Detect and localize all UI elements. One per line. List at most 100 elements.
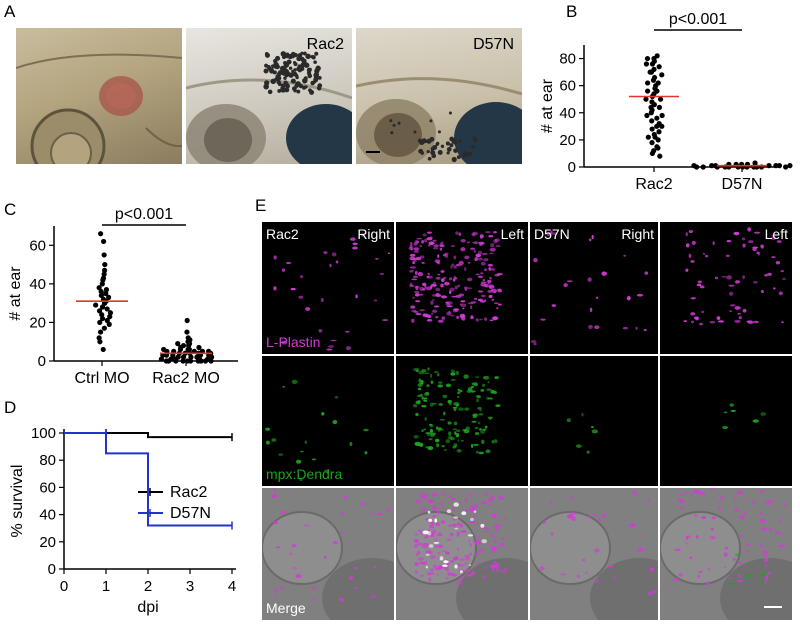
cell-dot: [466, 151, 471, 157]
cell: [778, 291, 783, 296]
cell: [464, 508, 468, 513]
cell: [409, 284, 414, 288]
cell: [415, 293, 420, 297]
cell: [721, 276, 727, 278]
cell: [489, 319, 494, 322]
cell: [430, 555, 436, 559]
y-tick-label: 0: [48, 561, 56, 578]
cell: [430, 521, 435, 526]
cell: [612, 577, 616, 579]
y-tick-label: 40: [39, 507, 56, 524]
cell: [439, 247, 443, 251]
cell: [448, 290, 452, 294]
cell: [424, 560, 428, 565]
cell: [694, 513, 698, 517]
cell: [542, 520, 547, 524]
scatter-chart-b: 0 20 40 60 80# at ear Rac2 D57N p<0.001: [539, 11, 793, 193]
cell: [737, 312, 741, 315]
cell: [291, 544, 297, 548]
data-point: [709, 163, 715, 169]
cell: [741, 237, 746, 241]
cell: [761, 527, 768, 532]
cell: [484, 317, 488, 321]
cell: [465, 569, 470, 571]
cell: [678, 573, 683, 577]
cell: [435, 293, 440, 297]
cell: [479, 428, 482, 431]
data-point: [659, 112, 665, 119]
cell: [738, 574, 741, 578]
cell: [441, 445, 445, 448]
cell: [739, 489, 743, 494]
zebrafish-photo-rac2: Rac2: [186, 28, 352, 164]
cell: [340, 511, 344, 515]
cell-dot: [281, 51, 286, 57]
cell: [352, 246, 358, 250]
cell-dot: [292, 60, 297, 65]
cell: [495, 245, 501, 248]
cell: [493, 439, 498, 444]
cell: [460, 316, 466, 321]
cell: [589, 307, 593, 312]
cell: [429, 402, 434, 407]
cell: [318, 329, 323, 333]
cell: [486, 388, 492, 391]
legend-label: D57N: [170, 505, 211, 522]
scale-bar-e: [764, 606, 782, 608]
data-point: [173, 358, 179, 364]
cell-dot: [314, 51, 319, 56]
p-value-label: p<0.001: [115, 206, 173, 223]
cell: [355, 294, 358, 299]
cell: [550, 531, 554, 536]
cell: [453, 308, 460, 311]
cell: [475, 253, 481, 258]
cell: [435, 315, 439, 319]
cell: [490, 243, 495, 248]
cell: [767, 272, 772, 276]
cell: [298, 295, 304, 299]
cell: [495, 565, 500, 569]
cell: [443, 411, 446, 416]
cell: [409, 269, 414, 273]
cell: [441, 278, 445, 283]
cell: [441, 492, 445, 496]
cell: [470, 385, 474, 389]
cell: [737, 561, 743, 565]
cell: [473, 443, 479, 446]
cell: [455, 294, 462, 299]
cell: [449, 560, 455, 563]
cell: [728, 284, 735, 287]
cell: [587, 277, 592, 282]
cell: [693, 489, 699, 494]
data-point: [99, 304, 106, 310]
cell: [752, 500, 756, 505]
eye-outline: [396, 511, 477, 585]
cell: [469, 520, 476, 524]
cell: [451, 523, 457, 528]
cell: [417, 383, 423, 387]
cell-dot: [435, 142, 439, 147]
cell-dot: [302, 51, 307, 56]
cell: [449, 532, 454, 537]
cell: [711, 516, 716, 520]
cell: [591, 234, 594, 240]
cell: [285, 262, 292, 264]
data-point: [100, 238, 107, 245]
cell: [446, 301, 453, 305]
cell: [764, 273, 769, 277]
cell: [457, 580, 460, 583]
cell: [445, 439, 451, 444]
y-tick-label: 40: [559, 105, 576, 122]
cell: [305, 307, 311, 311]
data-point: [101, 252, 107, 258]
cell: [455, 370, 459, 376]
cell: [570, 496, 573, 501]
cell: [467, 302, 474, 305]
cell: [480, 282, 487, 287]
cell: [458, 232, 462, 236]
cell: [590, 426, 594, 429]
cell: [758, 544, 764, 547]
cell: [465, 426, 470, 431]
cell: [770, 236, 777, 241]
cell: [597, 518, 602, 522]
